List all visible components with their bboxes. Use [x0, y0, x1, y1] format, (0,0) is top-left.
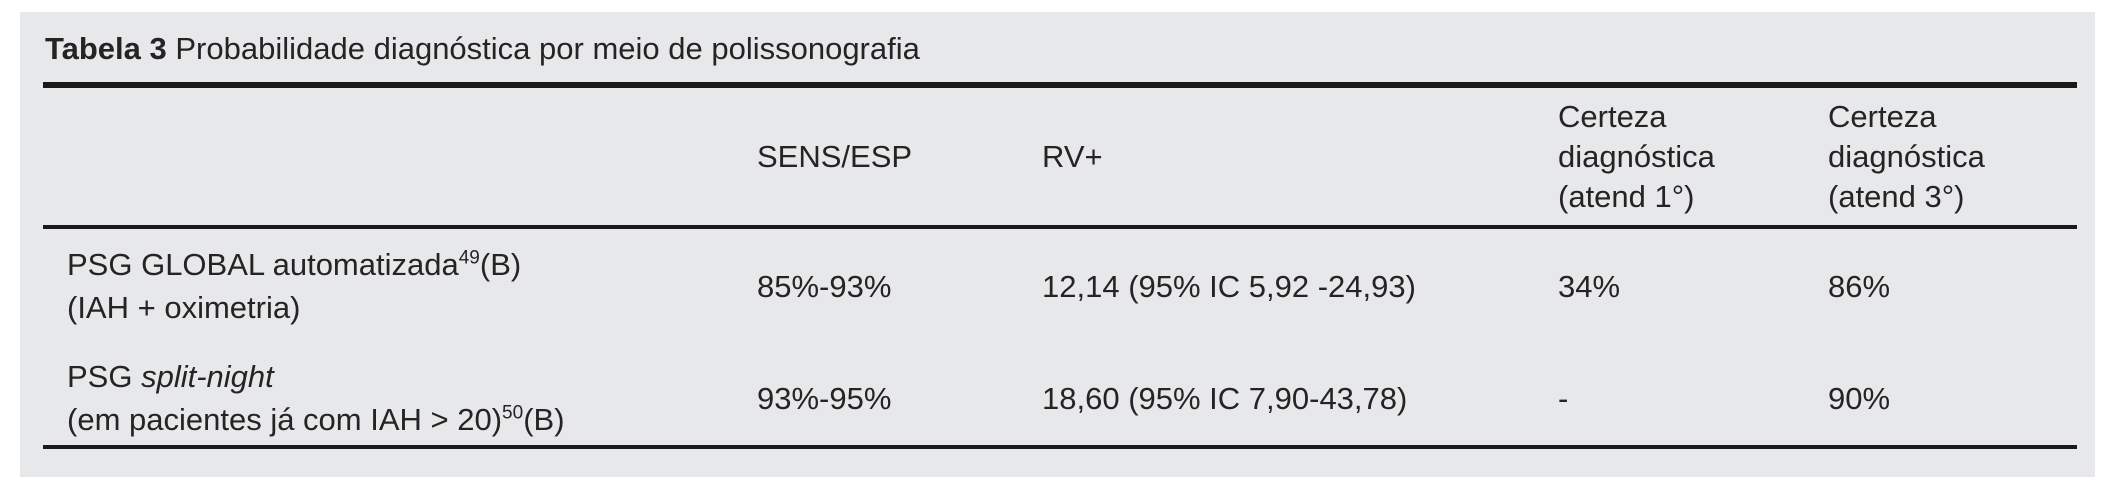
header-line: (atend 1°)	[1558, 178, 1695, 214]
row-label: PSG split-night (em pacientes já com IAH…	[43, 355, 757, 441]
header-rv-plus: RV+	[1042, 138, 1103, 174]
row-label-line-1: PSG split-night	[67, 355, 757, 398]
reference-superscript: 50	[502, 402, 524, 424]
reference-superscript: 49	[458, 247, 480, 269]
cell-rv-plus: 12,14 (95% IC 5,92 -24,93)	[1042, 268, 1416, 304]
evidence-grade: (B)	[523, 402, 565, 437]
table-inner: Tabela 3 Probabilidade diagnóstica por m…	[20, 12, 2095, 449]
table-caption: Tabela 3 Probabilidade diagnóstica por m…	[43, 12, 2077, 82]
header-line: diagnóstica	[1828, 138, 1985, 174]
row-label-line-2: (em pacientes já com IAH > 20)50(B)	[67, 398, 757, 441]
header-line: (atend 3°)	[1828, 178, 1965, 214]
row-label-text: (IAH + oximetria)	[67, 290, 301, 325]
row-label-text: PSG GLOBAL automatizada	[67, 247, 459, 282]
header-sens-esp: SENS/ESP	[757, 138, 913, 174]
row-label: PSG GLOBAL automatizada49(B) (IAH + oxim…	[43, 243, 757, 329]
table-caption-title: Probabilidade diagnóstica por meio de po…	[166, 31, 920, 66]
header-certeza-atend-3: Certeza diagnóstica (atend 3°)	[1828, 97, 2077, 217]
cell-sens-esp: 93%-95%	[757, 380, 892, 416]
header-certeza-atend-1: Certeza diagnóstica (atend 1°)	[1558, 97, 1828, 217]
bottom-rule	[43, 445, 2077, 449]
cell-certeza-atend-3: 86%	[1828, 268, 1891, 304]
table-header-row: SENS/ESP RV+ Certeza diagnóstica (atend …	[43, 88, 2077, 225]
cell-certeza-atend-1: 34%	[1558, 268, 1621, 304]
table-caption-number: Tabela 3	[45, 31, 167, 66]
header-line: diagnóstica	[1558, 138, 1715, 174]
row-label-italic-text: split-night	[141, 359, 274, 394]
table-row-psg-split-night: PSG split-night (em pacientes já com IAH…	[43, 341, 2077, 445]
caption-rule	[43, 82, 2077, 88]
table-row-psg-global: PSG GLOBAL automatizada49(B) (IAH + oxim…	[43, 229, 2077, 341]
header-line: Certeza	[1828, 98, 1937, 134]
cell-certeza-atend-3: 90%	[1828, 380, 1891, 416]
header-rule	[43, 225, 2077, 229]
cell-certeza-atend-1: -	[1558, 380, 1569, 416]
row-label-line-1: PSG GLOBAL automatizada49(B)	[67, 243, 757, 286]
row-label-text: PSG	[67, 359, 142, 394]
header-line: Certeza	[1558, 98, 1667, 134]
row-label-line-2: (IAH + oximetria)	[67, 286, 757, 329]
evidence-grade: (B)	[479, 247, 522, 282]
cell-rv-plus: 18,60 (95% IC 7,90-43,78)	[1042, 380, 1408, 416]
row-label-text: (em pacientes já com IAH > 20)	[67, 402, 503, 437]
table-panel: Tabela 3 Probabilidade diagnóstica por m…	[20, 12, 2095, 477]
cell-sens-esp: 85%-93%	[757, 268, 892, 304]
